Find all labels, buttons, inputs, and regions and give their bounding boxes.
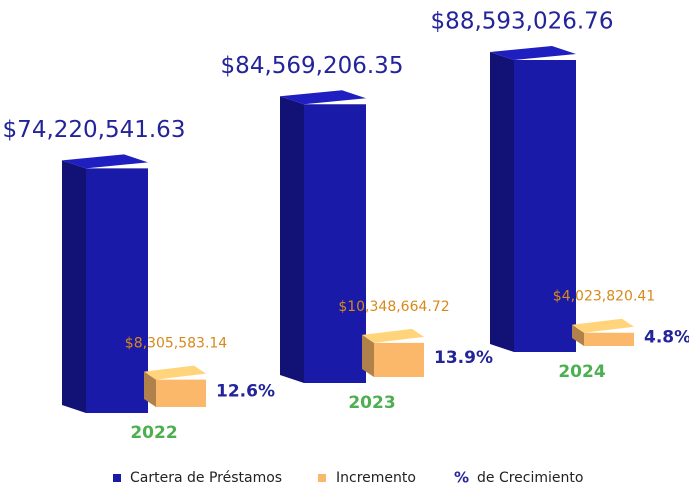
bar bbox=[362, 328, 424, 377]
bar-face bbox=[62, 160, 86, 413]
bar-face bbox=[490, 46, 576, 60]
legend-marker: % bbox=[454, 469, 469, 484]
bar-face bbox=[304, 104, 366, 383]
bar bbox=[490, 46, 576, 352]
bar-face bbox=[156, 379, 206, 407]
value-label: $8,305,583.14 bbox=[125, 336, 228, 352]
value-label: 13.9% bbox=[434, 348, 493, 368]
value-label: 4.8% bbox=[644, 327, 689, 347]
bar-face bbox=[86, 168, 148, 413]
bar bbox=[144, 365, 206, 407]
x-tick-label: 2024 bbox=[558, 362, 605, 382]
legend-label: de Crecimiento bbox=[477, 470, 583, 484]
bar-face bbox=[374, 342, 424, 377]
legend-label: Cartera de Préstamos bbox=[130, 470, 282, 484]
bar-face bbox=[490, 52, 514, 352]
bar-face bbox=[144, 365, 206, 380]
bar bbox=[62, 154, 148, 413]
bar-face bbox=[362, 334, 374, 377]
bar-face bbox=[280, 96, 304, 383]
bar-face bbox=[584, 332, 634, 346]
x-tick-label: 2023 bbox=[348, 393, 395, 413]
legend-label: Incremento bbox=[336, 470, 416, 484]
value-label: $84,569,206.35 bbox=[221, 53, 404, 79]
bar-face bbox=[280, 90, 366, 105]
bar bbox=[280, 90, 366, 383]
value-label: $4,023,820.41 bbox=[553, 289, 655, 305]
value-label: $10,348,664.72 bbox=[338, 299, 449, 315]
value-label: $88,593,026.76 bbox=[431, 9, 614, 35]
bar bbox=[572, 318, 634, 346]
bar-face bbox=[362, 328, 424, 343]
legend-marker bbox=[318, 474, 326, 482]
bar-face bbox=[144, 371, 156, 407]
legend-marker bbox=[113, 474, 121, 482]
bar-face bbox=[572, 324, 584, 346]
bar-face bbox=[62, 154, 148, 169]
bar-face bbox=[572, 318, 634, 333]
value-label: $74,220,541.63 bbox=[3, 117, 186, 143]
value-label: 12.6% bbox=[216, 381, 275, 401]
bar-face bbox=[514, 60, 576, 352]
x-tick-label: 2022 bbox=[130, 423, 177, 443]
